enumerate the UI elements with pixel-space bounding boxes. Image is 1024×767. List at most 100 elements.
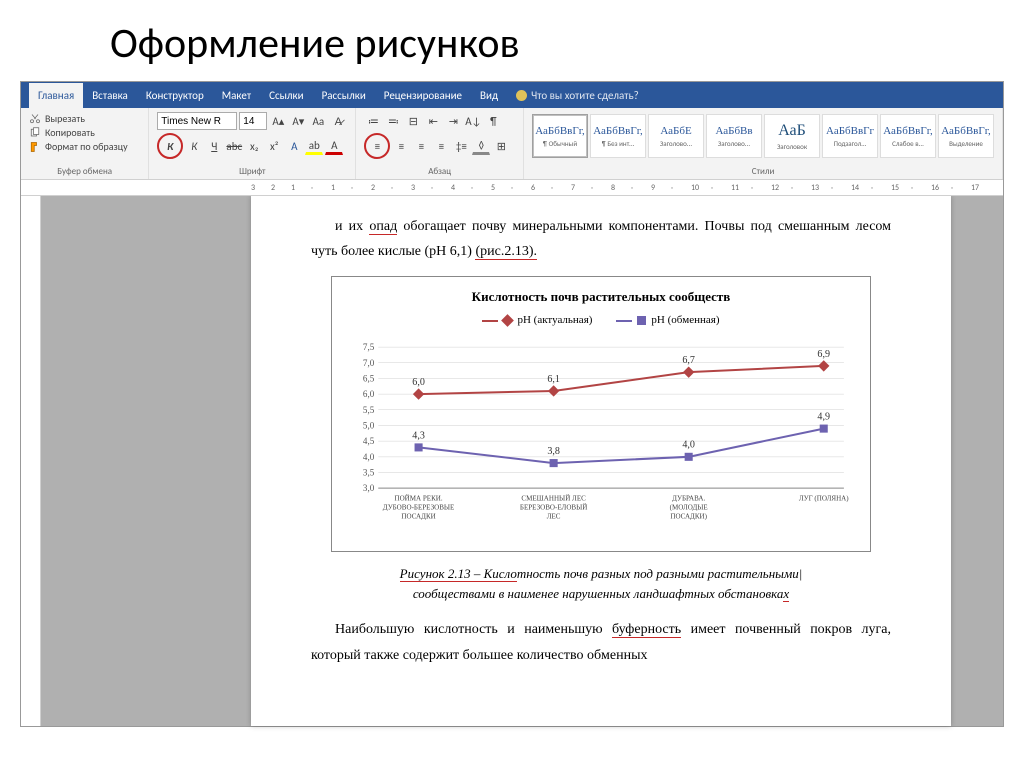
- clear-formatting-button[interactable]: A̷: [329, 112, 347, 130]
- bold-highlight: К: [157, 133, 183, 159]
- group-label-styles: Стили: [532, 166, 994, 179]
- svg-text:5,5: 5,5: [363, 404, 375, 414]
- svg-text:6,7: 6,7: [682, 355, 695, 366]
- style-box-5[interactable]: АаБбВвГгПодзагол...: [822, 114, 878, 158]
- slide-title: Оформление рисунков: [0, 0, 1024, 81]
- legend-item-1: pH (актуальная): [482, 311, 592, 331]
- increase-indent-button[interactable]: ⇥: [444, 112, 462, 130]
- style-box-7[interactable]: АаБбВвГг,Выделение: [938, 114, 994, 158]
- paragraph-1[interactable]: и их опад обогащает почву минеральными к…: [311, 214, 891, 264]
- bold-button[interactable]: К: [161, 137, 179, 155]
- svg-text:6,1: 6,1: [547, 373, 560, 384]
- tab-references[interactable]: Ссылки: [260, 83, 313, 108]
- figure-caption[interactable]: Рисунок 2.13 – Кислотность почв разных п…: [311, 564, 891, 603]
- svg-text:4,3: 4,3: [412, 430, 425, 441]
- multilevel-button[interactable]: ⊟: [404, 112, 422, 130]
- underlined-bufernost: буферность: [612, 622, 681, 638]
- svg-text:ПОСАДКИ): ПОСАДКИ): [670, 512, 707, 520]
- svg-text:5,0: 5,0: [363, 420, 375, 430]
- superscript-button[interactable]: x²: [265, 137, 283, 155]
- tell-me-text: Что вы хотите сделать?: [531, 89, 639, 102]
- justify-button[interactable]: ≡: [432, 137, 450, 155]
- ribbon: Вырезать Копировать Формат по образцу Бу…: [21, 108, 1003, 180]
- svg-text:4,0: 4,0: [682, 439, 695, 450]
- italic-button[interactable]: К: [185, 137, 203, 155]
- style-box-0[interactable]: АаБбВвГг,¶ Обычный: [532, 114, 588, 158]
- numbering-button[interactable]: ≕: [384, 112, 402, 130]
- group-label-paragraph: Абзац: [364, 166, 515, 179]
- font-name-input[interactable]: [157, 112, 237, 130]
- line-spacing-button[interactable]: ‡≡: [452, 137, 470, 155]
- tab-view[interactable]: Вид: [471, 83, 507, 108]
- svg-text:СМЕШАННЫЙ ЛЕС: СМЕШАННЫЙ ЛЕС: [521, 494, 586, 502]
- align-right-button[interactable]: ≡: [412, 137, 430, 155]
- group-paragraph: ≔ ≕ ⊟ ⇤ ⇥ A↓ ¶ ≡ ≡ ≡ ≡ ‡≡ ◊ ⊞: [356, 108, 524, 179]
- decrease-font-button[interactable]: A▾: [289, 112, 307, 130]
- format-painter-button[interactable]: Формат по образцу: [29, 140, 140, 153]
- cut-button[interactable]: Вырезать: [29, 112, 140, 125]
- decrease-indent-button[interactable]: ⇤: [424, 112, 442, 130]
- strikethrough-button[interactable]: abc: [225, 137, 243, 155]
- style-box-2[interactable]: АаБбЕЗаголово...: [648, 114, 704, 158]
- caption-underline-2: х: [783, 586, 789, 602]
- chart-legend: pH (актуальная) pH (обменная): [344, 311, 858, 331]
- copy-button[interactable]: Копировать: [29, 126, 140, 139]
- group-styles: АаБбВвГг,¶ ОбычныйАаБбВвГг,¶ Без инт...А…: [524, 108, 1003, 179]
- copy-icon: [29, 127, 41, 139]
- ribbon-tabs: Главная Вставка Конструктор Макет Ссылки…: [21, 82, 1003, 108]
- align-left-button[interactable]: ≡: [368, 137, 386, 155]
- tab-review[interactable]: Рецензирование: [375, 83, 471, 108]
- underlined-figref: (рис.2.13).: [475, 244, 537, 260]
- text-effects-button[interactable]: A: [285, 137, 303, 155]
- underline-button[interactable]: Ч: [205, 137, 223, 155]
- vertical-ruler[interactable]: [21, 196, 41, 726]
- group-font: A▴ A▾ Aa A̷ К К Ч abc x₂ x² A ab A Шрифт: [149, 108, 356, 179]
- paragraph-2[interactable]: Наибольшую кислотность и наименьшую буфе…: [311, 617, 891, 667]
- tab-home[interactable]: Главная: [29, 83, 83, 108]
- bulb-icon: [516, 90, 527, 101]
- svg-text:БЕРЕЗОВО-ЕЛОВЫЙ: БЕРЕЗОВО-ЕЛОВЫЙ: [520, 503, 587, 511]
- bullets-button[interactable]: ≔: [364, 112, 382, 130]
- line-chart: 7,57,06,56,05,55,04,54,03,53,0ПОЙМА РЕКИ…: [344, 337, 858, 539]
- cursor-mark: |: [799, 566, 803, 581]
- svg-text:ДУБРАВА.: ДУБРАВА.: [672, 494, 705, 502]
- svg-text:6,9: 6,9: [817, 348, 830, 359]
- increase-font-button[interactable]: A▴: [269, 112, 287, 130]
- scissors-icon: [29, 113, 41, 125]
- align-highlight: ≡: [364, 133, 390, 159]
- tab-layout[interactable]: Макет: [213, 83, 260, 108]
- sort-button[interactable]: A↓: [464, 112, 482, 130]
- tab-mailings[interactable]: Рассылки: [313, 83, 375, 108]
- svg-text:ЛУГ (ПОЛЯНА): ЛУГ (ПОЛЯНА): [799, 494, 849, 502]
- highlight-button[interactable]: ab: [305, 137, 323, 155]
- tab-insert[interactable]: Вставка: [83, 83, 137, 108]
- subscript-button[interactable]: x₂: [245, 137, 263, 155]
- svg-text:7,0: 7,0: [363, 357, 375, 367]
- legend-item-2: pH (обменная): [616, 311, 719, 331]
- word-window: Главная Вставка Конструктор Макет Ссылки…: [20, 81, 1004, 727]
- borders-button[interactable]: ⊞: [492, 137, 510, 155]
- shading-button[interactable]: ◊: [472, 137, 490, 155]
- style-box-4[interactable]: АаБЗаголовок: [764, 114, 820, 158]
- document-area: и их опад обогащает почву минеральными к…: [21, 196, 1003, 726]
- tell-me[interactable]: Что вы хотите сделать?: [507, 83, 648, 108]
- brush-icon: [29, 141, 41, 153]
- align-center-button[interactable]: ≡: [392, 137, 410, 155]
- horizontal-ruler[interactable]: 321·1·2·3·4·5·6·7·8·9·10·11·12·13·14·15·…: [21, 180, 1003, 196]
- change-case-button[interactable]: Aa: [309, 112, 327, 130]
- document-page[interactable]: и их опад обогащает почву минеральными к…: [251, 196, 951, 726]
- font-color-button[interactable]: A: [325, 137, 343, 155]
- style-box-6[interactable]: АаБбВвГг,Слабое в...: [880, 114, 936, 158]
- show-marks-button[interactable]: ¶: [484, 112, 502, 130]
- group-label-clipboard: Буфер обмена: [29, 166, 140, 179]
- svg-text:ПОСАДКИ: ПОСАДКИ: [401, 512, 435, 520]
- font-size-input[interactable]: [239, 112, 267, 130]
- style-box-3[interactable]: АаБбВвЗаголово...: [706, 114, 762, 158]
- underlined-opad: опад: [369, 219, 397, 235]
- svg-text:6,5: 6,5: [363, 373, 375, 383]
- group-label-font: Шрифт: [157, 166, 347, 179]
- svg-text:4,0: 4,0: [363, 451, 375, 461]
- svg-text:6,0: 6,0: [412, 377, 425, 388]
- style-box-1[interactable]: АаБбВвГг,¶ Без инт...: [590, 114, 646, 158]
- tab-design[interactable]: Конструктор: [137, 83, 213, 108]
